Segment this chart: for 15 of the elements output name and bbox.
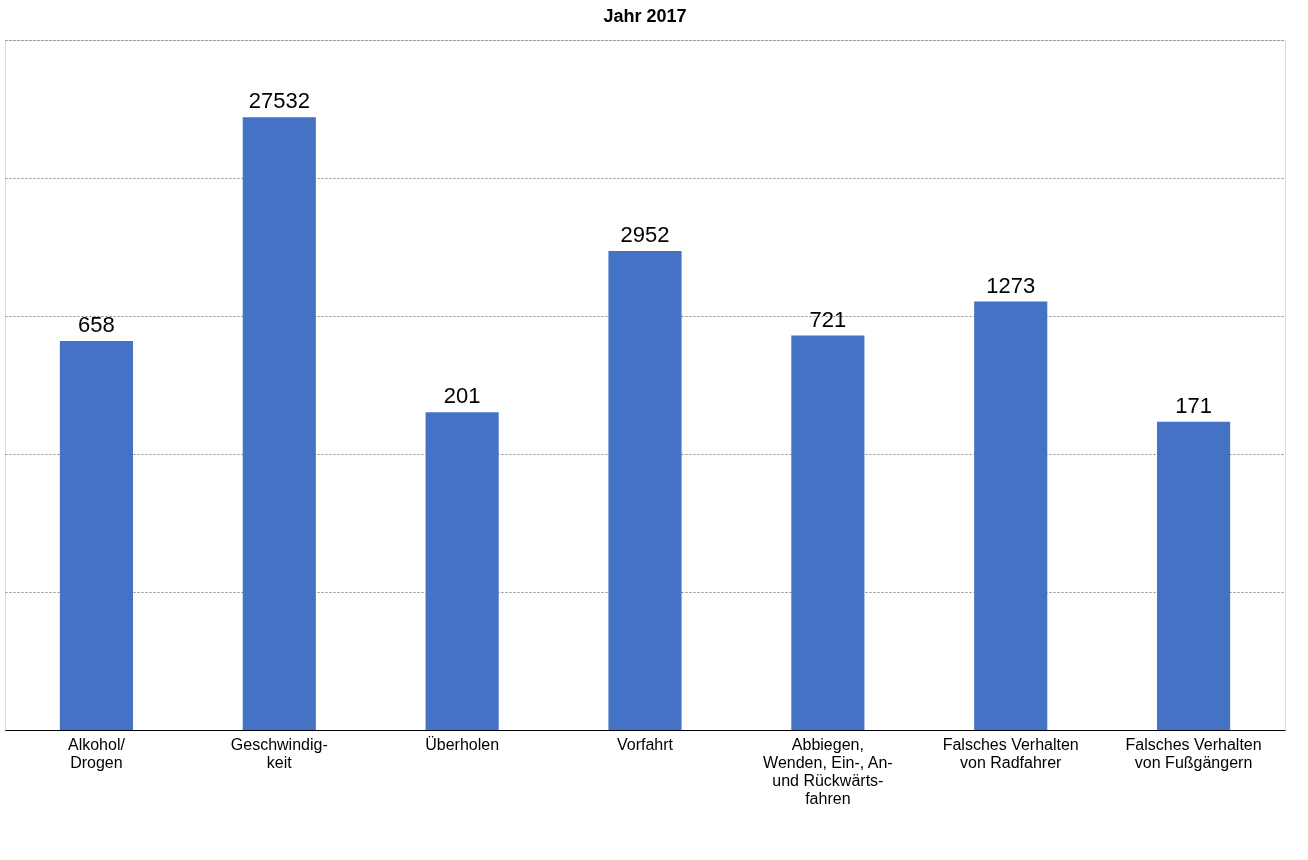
x-tick-label: Überholen — [425, 735, 500, 753]
x-tick-label: Falsches Verhalten von Radfahrer — [942, 735, 1079, 771]
x-tick-label: Falsches Verhalten von Fußgängern — [1125, 735, 1262, 771]
data-label: 27532 — [248, 88, 310, 114]
data-label: 2952 — [620, 222, 670, 248]
x-tick-label: Abbiegen, Wenden, Ein-, An- und Rückwärts- fahren — [763, 735, 893, 807]
data-label: 171 — [1175, 392, 1212, 418]
x-tick-label: Geschwindig- keit — [230, 735, 328, 771]
data-label: 658 — [78, 312, 115, 338]
data-label: 201 — [443, 383, 481, 409]
data-label: 721 — [809, 306, 847, 332]
x-tick-label: Alkohol/ Drogen — [67, 735, 126, 771]
x-tick-label: Vorfahrt — [616, 735, 674, 753]
chart-title: Jahr 2017 — [603, 6, 687, 26]
data-label: 1273 — [986, 272, 1036, 298]
